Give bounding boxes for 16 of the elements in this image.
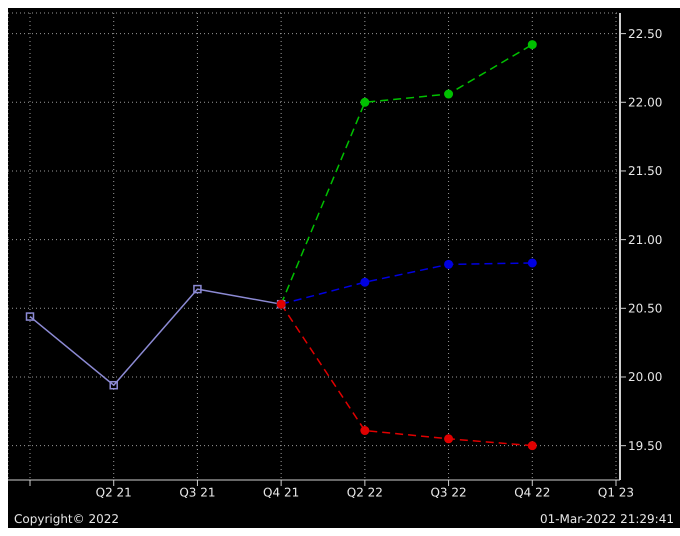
y-tick-label: 21.00 <box>628 232 662 247</box>
x-tick-label: Q2 21 <box>96 486 132 500</box>
x-tick-label: Q3 21 <box>179 486 216 500</box>
x-tick-label: Q4 21 <box>263 486 300 500</box>
y-tick-label: 22.50 <box>628 26 662 41</box>
x-tick-label: Q1 23 <box>598 486 634 500</box>
x-tick-label: Q4 22 <box>514 486 550 500</box>
y-tick-label: 21.50 <box>628 164 662 178</box>
x-tick-label: Q3 22 <box>430 486 467 500</box>
y-tick-label: 19.50 <box>628 438 662 453</box>
y-tick-label: 20.50 <box>628 302 662 316</box>
y-tick-label: 22.00 <box>628 96 662 110</box>
y-tick-label: 20.00 <box>628 370 662 384</box>
x-tick-label: Q2 22 <box>346 486 383 500</box>
text: 01-Mar-2022 21:29:41 <box>540 512 674 526</box>
text: Copyright© 2022 <box>14 512 119 526</box>
